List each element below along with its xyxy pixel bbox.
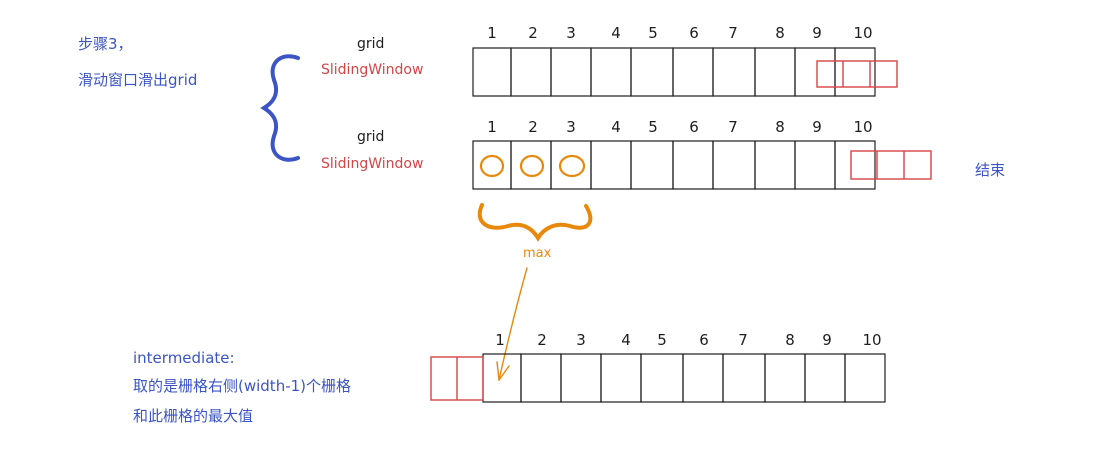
row1-grid [472,47,876,97]
row3-cell-3 [560,353,602,403]
row2-max-circles [479,154,586,178]
row2-cell-1 [472,140,512,190]
row3-cell-8 [764,353,806,403]
orange-circle-3 [558,154,586,178]
row1-index-1: 1 [487,24,497,42]
row1-index-7: 7 [728,24,738,42]
row2-cell-10 [834,140,876,190]
orange-circle-1 [479,154,505,178]
row2-cell-8 [754,140,796,190]
row3-index-3: 3 [576,331,586,349]
row2-index-6: 6 [689,118,699,136]
row2-cell-9 [794,140,836,190]
row3-cell-6 [682,353,724,403]
row1-index-8: 8 [775,24,785,42]
row1-index-10: 10 [853,24,873,42]
row1-grid-label: grid [357,36,385,52]
row1-index-6: 6 [689,24,699,42]
row1-index-9: 9 [812,24,822,42]
blue-curly-brace [260,54,300,162]
row3-index-7: 7 [738,331,748,349]
row1-index-4: 4 [611,24,621,42]
row2-cell-6 [672,140,714,190]
max-arrow [496,267,528,381]
row2-index-2: 2 [528,118,538,136]
row3-cell-9 [804,353,846,403]
row1-index-2: 2 [528,24,538,42]
row3-index-6: 6 [699,331,709,349]
row2-index-1: 1 [487,118,497,136]
row1-index-3: 3 [566,24,576,42]
row1-cell-2 [510,47,552,97]
row3-cell-7 [722,353,766,403]
row2-cell-4 [590,140,632,190]
end-label: 结束 [975,161,1006,179]
row1-cell-7 [712,47,756,97]
row1-cell-9 [794,47,836,97]
row2-index-5: 5 [648,118,658,136]
row1-index-5: 5 [648,24,658,42]
row1-sliding-window [816,60,898,88]
row2-window-label: SlidingWindow [321,156,424,172]
row1-cell-10 [834,47,876,97]
row2-index-9: 9 [812,118,822,136]
row1-cell-3 [550,47,592,97]
row1-window-label: SlidingWindow [321,62,424,78]
row1-cell-4 [590,47,632,97]
row2-cell-7 [712,140,756,190]
intermediate-line1: 取的是栅格右侧(width-1)个栅格 [133,377,352,395]
step-title: 步骤3， [78,35,133,53]
row3-cell-10 [844,353,886,403]
row3-index-8: 8 [785,331,795,349]
row2-cell-2 [510,140,552,190]
row1-cell-5 [630,47,674,97]
row3-index-9: 9 [822,331,832,349]
row3-index-10: 10 [862,331,882,349]
orange-curly-brace [477,203,593,242]
intermediate-title: intermediate: [133,349,235,367]
orange-circle-2 [519,154,545,178]
row3-grid [482,353,886,403]
row2-grid [472,140,876,190]
row2-index-7: 7 [728,118,738,136]
step-subtitle: 滑动窗口滑出grid [78,71,198,89]
row1-cell-6 [672,47,714,97]
intermediate-line2: 和此栅格的最大值 [133,407,254,425]
row3-index-5: 5 [657,331,667,349]
row2-index-3: 3 [566,118,576,136]
row2-index-8: 8 [775,118,785,136]
row3-index-4: 4 [621,331,631,349]
row3-cell-4 [600,353,642,403]
row3-cell-1 [482,353,522,403]
max-label: max [523,246,552,261]
row2-index-10: 10 [853,118,873,136]
row3-index-2: 2 [537,331,547,349]
row2-grid-label: grid [357,129,385,145]
row1-cell-1 [472,47,512,97]
row3-cell-2 [520,353,562,403]
row3-index-1: 1 [495,331,505,349]
row2-index-4: 4 [611,118,621,136]
row1-cell-8 [754,47,796,97]
row2-cell-5 [630,140,674,190]
row3-cell-5 [640,353,684,403]
row3-sliding-window [430,356,484,401]
row2-sliding-window [850,150,932,180]
